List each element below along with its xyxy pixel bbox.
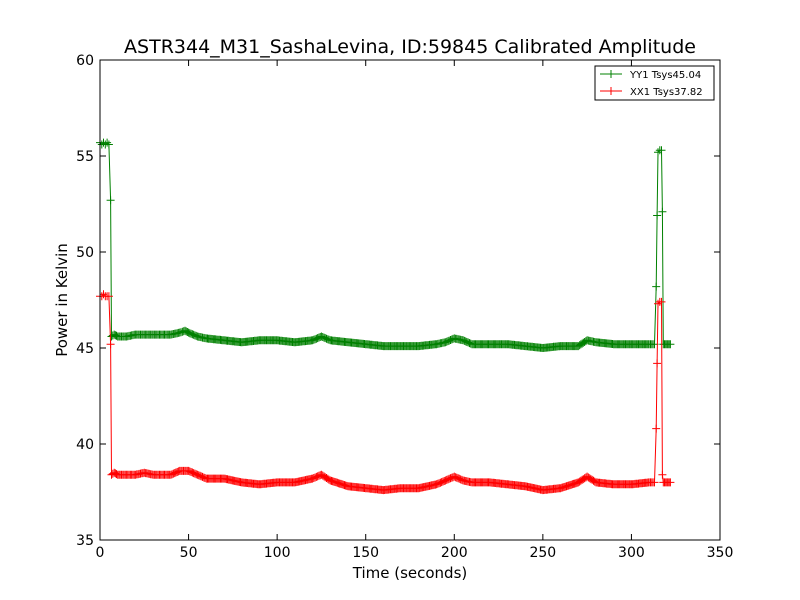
x-tick-label: 250 [529, 545, 556, 561]
y-tick-label: 60 [76, 53, 94, 69]
legend-entry-yy1: YY1 Tsys45.04 [600, 70, 701, 81]
x-tick-label: 300 [618, 545, 645, 561]
y-tick-label: 45 [76, 341, 94, 357]
ticks-layer: 0 50 100 150 200 250 300 350 35 40 45 50 55 60 [76, 53, 733, 561]
plot-frame [99, 59, 721, 541]
x-tick-label: 200 [441, 545, 468, 561]
y-tick-label: 55 [76, 149, 94, 165]
y-axis-label: Power in Kelvin [53, 243, 71, 357]
legend-box [594, 65, 715, 101]
x-tick-label: 50 [180, 545, 198, 561]
x-axis-label: Time (seconds) [352, 564, 468, 582]
x-tick-label: 150 [352, 545, 379, 561]
legend-label-xx1: XX1 Tsys37.82 [630, 87, 703, 98]
x-tick-label: 0 [96, 545, 105, 561]
legend-entry-xx1: XX1 Tsys37.82 [600, 87, 703, 98]
chart-title: ASTR344_M31_SashaLevina, ID:59845 Calibr… [124, 36, 696, 58]
x-tick-label: 350 [707, 545, 734, 561]
y-tick-label: 40 [76, 437, 94, 453]
x-tick-label: 100 [264, 545, 291, 561]
series-1 [96, 290, 675, 495]
legend-label-yy1: YY1 Tsys45.04 [629, 70, 701, 81]
y-tick-label: 35 [76, 533, 94, 549]
legend: YY1 Tsys45.04 XX1 Tsys37.82 [594, 65, 715, 101]
y-tick-label: 50 [76, 245, 94, 261]
series-layer [96, 138, 675, 495]
